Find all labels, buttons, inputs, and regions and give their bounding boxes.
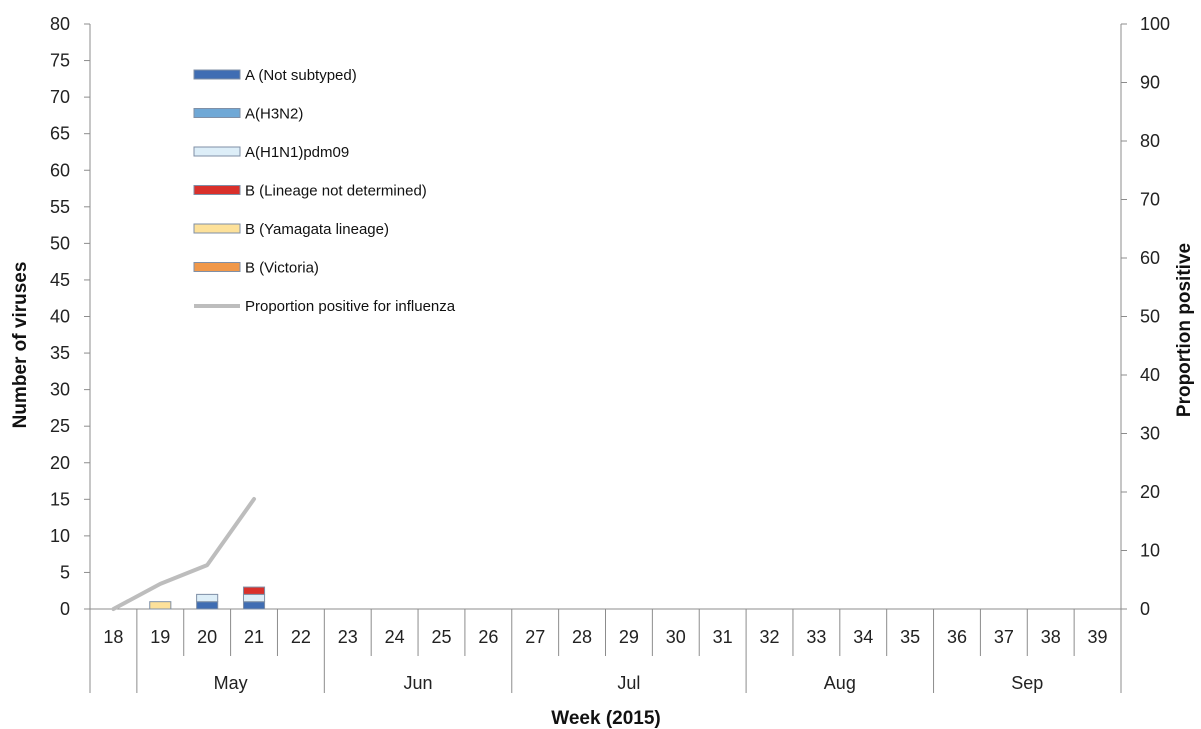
legend-swatch <box>193 262 241 272</box>
y2-tick-label: 90 <box>1140 73 1160 93</box>
x-tick-label: 24 <box>385 627 405 647</box>
x-tick-label: 26 <box>478 627 498 647</box>
y-tick-label: 55 <box>50 197 70 217</box>
legend-swatch <box>193 69 241 80</box>
legend-label: B (Victoria) <box>245 260 319 277</box>
x-tick-label: 33 <box>806 627 826 647</box>
x-tick-label: 22 <box>291 627 311 647</box>
bar-segment <box>242 601 266 610</box>
y2-tick-label: 100 <box>1140 14 1170 34</box>
y2-tick-label: 40 <box>1140 365 1160 385</box>
y-tick-label: 50 <box>50 233 70 253</box>
y-tick-label: 25 <box>50 416 70 436</box>
y-tick-label: 70 <box>50 87 70 107</box>
y-tick-label: 20 <box>50 453 70 473</box>
y-tick-label: 80 <box>50 14 70 34</box>
y2-tick-label: 70 <box>1140 190 1160 210</box>
legend-swatch <box>193 185 241 195</box>
y2-tick-label: 50 <box>1140 307 1160 327</box>
y2-tick-label: 20 <box>1140 482 1160 502</box>
y-tick-label: 45 <box>50 270 70 290</box>
legend-label: Proportion positive for influenza <box>245 298 456 315</box>
legend: A (Not subtyped) A(H3N2) A(H1N1)pdm09 B (Li… <box>193 67 456 315</box>
line-layer <box>111 497 257 611</box>
y2-tick-label: 80 <box>1140 131 1160 151</box>
x-tick-label: 21 <box>244 627 264 647</box>
legend-label: A (Not subtyped) <box>245 67 357 84</box>
y-tick-label: 15 <box>50 489 70 509</box>
y2-tick-label: 30 <box>1140 424 1160 444</box>
x-tick-label: 35 <box>900 627 920 647</box>
bar-segment <box>149 601 172 610</box>
legend-swatch <box>193 223 241 234</box>
x-tick-label: 25 <box>431 627 451 647</box>
x-tick-label: 32 <box>760 627 780 647</box>
month-label: Sep <box>1011 673 1043 693</box>
legend-label: B (Yamagata lineage) <box>245 221 389 238</box>
x-tick-label: 28 <box>572 627 592 647</box>
x-tick-label: 27 <box>525 627 545 647</box>
x-tick-label: 23 <box>338 627 358 647</box>
y2-tick-label: 10 <box>1140 541 1160 561</box>
y-tick-label: 65 <box>50 124 70 144</box>
legend-label: A(H1N1)pdm09 <box>245 144 349 161</box>
month-label: May <box>214 673 248 693</box>
y2-tick-label: 0 <box>1140 599 1150 619</box>
x-axis-title: Week (2015) <box>551 708 661 729</box>
axes-layer: 0 5 10 15 20 25 30 35 40 45 50 55 60 65 70 75 80 0 10 20 30 4… <box>50 14 1170 693</box>
y-axis-title: Number of viruses <box>10 262 31 429</box>
x-tick-label: 34 <box>853 627 873 647</box>
bar-segment <box>242 593 266 603</box>
proportion-positive-line <box>111 497 257 611</box>
month-label: Jun <box>404 673 433 693</box>
x-tick-label: 20 <box>197 627 217 647</box>
y-tick-label: 0 <box>60 599 70 619</box>
x-tick-label: 36 <box>947 627 967 647</box>
y-tick-label: 75 <box>50 51 70 71</box>
x-tick-label: 29 <box>619 627 639 647</box>
x-tick-label: 37 <box>994 627 1014 647</box>
bar-segment <box>242 586 266 595</box>
month-label: Jul <box>617 673 640 693</box>
legend-swatch <box>193 108 241 118</box>
bar-segment <box>196 601 219 610</box>
legend-label: B (Lineage not determined) <box>245 183 427 200</box>
y-tick-label: 5 <box>60 562 70 582</box>
y-tick-label: 40 <box>50 307 70 327</box>
y-tick-label: 30 <box>50 380 70 400</box>
x-tick-label: 31 <box>713 627 733 647</box>
x-tick-label: 19 <box>150 627 170 647</box>
y-tick-label: 35 <box>50 343 70 363</box>
x-tick-label: 18 <box>103 627 123 647</box>
month-label: Aug <box>824 673 856 693</box>
bar-segment <box>196 593 219 603</box>
y2-axis-title: Proportion positive <box>1174 243 1195 417</box>
x-tick-label: 30 <box>666 627 686 647</box>
x-tick-label: 38 <box>1041 627 1061 647</box>
bars-layer <box>149 586 266 610</box>
legend-swatch <box>193 146 241 157</box>
y2-tick-label: 60 <box>1140 248 1160 268</box>
y-tick-label: 60 <box>50 160 70 180</box>
x-tick-label: 39 <box>1088 627 1108 647</box>
legend-label: A(H3N2) <box>245 106 303 123</box>
y-tick-label: 10 <box>50 526 70 546</box>
